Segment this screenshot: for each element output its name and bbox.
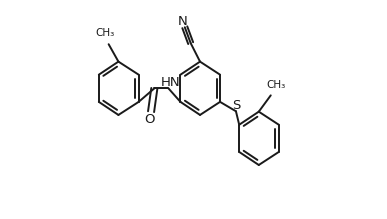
- Text: O: O: [145, 113, 155, 126]
- Text: HN: HN: [161, 76, 180, 89]
- Text: CH₃: CH₃: [266, 80, 285, 90]
- Text: CH₃: CH₃: [95, 28, 114, 38]
- Text: N: N: [178, 15, 188, 28]
- Text: S: S: [232, 99, 240, 112]
